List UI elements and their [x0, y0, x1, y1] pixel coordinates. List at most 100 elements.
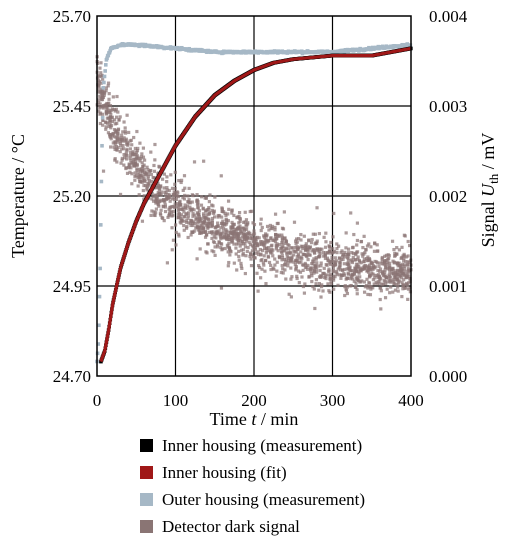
dark-signal-point	[106, 84, 110, 88]
dark-signal-point	[350, 246, 355, 250]
outer-housing-point	[100, 115, 105, 120]
dark-signal-point	[331, 266, 336, 271]
dark-signal-point	[325, 256, 330, 260]
dark-signal-point	[373, 265, 378, 269]
dark-signal-point	[183, 186, 187, 190]
dark-signal-point	[237, 221, 241, 225]
dark-signal-point	[246, 245, 250, 250]
dark-signal-point	[108, 120, 112, 124]
dark-signal-point	[115, 115, 119, 119]
dark-signal-point	[141, 188, 145, 193]
outer-housing-point	[98, 223, 103, 227]
dark-signal-point	[176, 209, 181, 213]
dark-signal-point	[105, 121, 109, 125]
dark-signal-point	[269, 263, 273, 268]
dark-signal-point	[255, 243, 259, 247]
dark-signal-point	[384, 265, 388, 270]
dark-signal-point	[268, 251, 273, 255]
dark-signal-point	[274, 274, 278, 278]
dark-signal-point	[307, 246, 311, 250]
dark-signal-point	[210, 249, 214, 253]
outer-housing-point	[97, 294, 102, 299]
dark-signal-point	[142, 183, 146, 188]
dark-signal-point	[385, 287, 389, 291]
dark-signal-point	[151, 175, 155, 180]
dark-signal-point	[162, 186, 166, 190]
dark-signal-point	[400, 245, 404, 249]
dark-signal-point	[279, 270, 283, 275]
dark-signal-point	[336, 283, 340, 287]
dark-signal-point	[295, 258, 299, 262]
dark-signal-point	[289, 277, 293, 281]
dark-signal-point	[256, 250, 260, 254]
dark-signal-point	[383, 296, 388, 300]
dark-signal-point	[377, 264, 381, 268]
dark-signal-point	[217, 214, 222, 218]
dark-signal-point	[315, 247, 319, 251]
dark-signal-point	[264, 282, 268, 286]
dark-signal-point	[345, 262, 349, 267]
dark-signal-point	[111, 141, 115, 145]
dark-signal-point	[255, 271, 259, 275]
dark-signal-point	[391, 279, 395, 283]
dark-signal-point	[349, 283, 353, 288]
dark-signal-point	[273, 257, 277, 261]
dark-signal-point	[262, 254, 266, 258]
dark-signal-point	[128, 154, 133, 158]
dark-signal-point	[227, 260, 231, 265]
dark-signal-point	[182, 223, 186, 228]
dark-signal-point	[210, 220, 214, 225]
dark-signal-point	[268, 223, 272, 228]
dark-signal-point	[177, 207, 181, 211]
outer-housing-point	[105, 56, 109, 61]
dark-signal-point	[237, 258, 241, 262]
dark-signal-point	[252, 240, 256, 245]
plot-frame	[96, 15, 412, 377]
dark-signal-point	[234, 246, 238, 250]
dark-signal-point	[198, 247, 202, 251]
dark-signal-point	[398, 270, 402, 274]
dark-signal-point	[263, 241, 267, 245]
outer-housing-point	[102, 80, 106, 85]
dark-signal-point	[220, 215, 224, 219]
legend-swatch	[140, 520, 153, 533]
dark-signal-point	[149, 213, 153, 218]
dark-signal-point	[392, 261, 396, 265]
dark-signal-point	[186, 235, 190, 240]
dark-signal-point	[219, 226, 223, 230]
dark-signal-point	[136, 146, 140, 151]
y-right-tick-label: 0.004	[429, 7, 468, 26]
dark-signal-point	[298, 256, 302, 260]
dark-signal-point	[186, 194, 190, 198]
dark-signal-point	[136, 184, 140, 188]
dark-signal-point	[320, 247, 324, 251]
dark-signal-point	[327, 269, 331, 273]
dark-signal-point	[300, 245, 305, 249]
dark-signal-point	[116, 136, 120, 140]
dark-signal-point	[125, 154, 129, 158]
dark-signal-point	[171, 193, 176, 197]
dark-signal-point	[406, 272, 410, 276]
dark-signal-point	[327, 244, 332, 249]
dark-signal-point	[100, 74, 104, 78]
dark-signal-point	[329, 262, 333, 267]
dark-signal-point	[186, 216, 190, 220]
dark-signal-point	[347, 247, 351, 251]
dark-signal-point	[237, 254, 241, 259]
dark-signal-point	[146, 182, 150, 186]
dark-signal-point	[384, 259, 388, 263]
dark-signal-point	[203, 229, 207, 234]
dark-signal-point	[108, 123, 112, 127]
dark-signal-point	[209, 221, 213, 226]
dark-signal-point	[315, 206, 319, 210]
dark-signal-point	[165, 180, 169, 184]
dark-signal-point	[252, 238, 256, 242]
dark-signal-point	[344, 246, 348, 250]
dark-signal-point	[221, 219, 225, 223]
dark-signal-point	[121, 143, 125, 148]
dark-signal-point	[351, 255, 355, 260]
dark-signal-point	[130, 182, 134, 186]
dark-signal-point	[154, 201, 158, 205]
dark-signal-point	[182, 197, 187, 201]
dark-signal-point	[367, 281, 372, 285]
